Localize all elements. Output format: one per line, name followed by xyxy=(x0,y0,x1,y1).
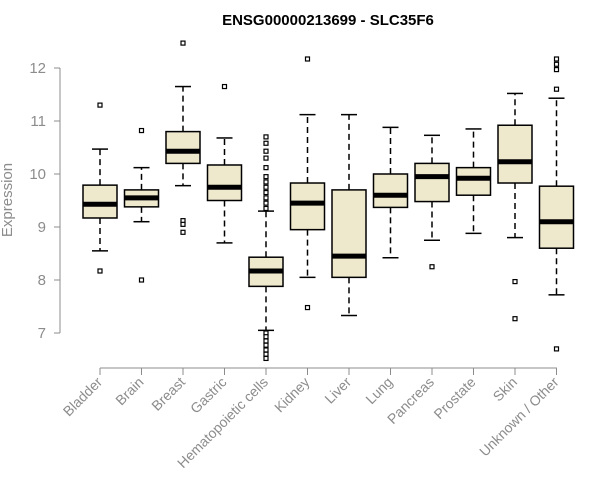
box-group xyxy=(538,56,575,352)
outlier-point xyxy=(138,277,145,283)
chart-title: ENSG00000213699 - SLC35F6 xyxy=(222,12,434,29)
x-tick-label: Unknown / Other xyxy=(476,374,562,460)
outlier-point xyxy=(429,264,435,270)
box-iqr xyxy=(206,164,243,202)
x-tick-label: Brain xyxy=(112,374,146,408)
x-tick-label: Skin xyxy=(490,374,521,405)
box-group xyxy=(165,40,201,235)
outlier-point xyxy=(263,205,269,212)
x-tick-label: Bladder xyxy=(60,374,106,420)
outlier-point xyxy=(221,83,228,90)
box-iqr xyxy=(372,173,409,209)
box-iqr xyxy=(331,189,367,279)
outlier-point xyxy=(263,342,269,348)
box-group xyxy=(123,127,160,283)
outlier-point xyxy=(263,351,269,357)
x-tick-label: Kidney xyxy=(271,374,313,416)
outlier-point xyxy=(263,200,269,206)
outlier-point xyxy=(263,189,269,196)
outlier-point xyxy=(263,347,269,353)
box-group xyxy=(497,92,533,322)
box-iqr xyxy=(82,184,118,219)
box-iqr xyxy=(289,182,326,231)
outlier-point xyxy=(263,155,269,161)
outlier-point xyxy=(180,40,186,46)
x-tick-label: Lung xyxy=(362,374,395,407)
outlier-point xyxy=(97,102,103,108)
box-group xyxy=(206,83,243,244)
outlier-point xyxy=(304,56,311,62)
outlier-point xyxy=(553,66,560,73)
outlier-point xyxy=(512,278,518,285)
outlier-point xyxy=(97,268,103,274)
outlier-point xyxy=(263,140,269,146)
outlier-point xyxy=(263,179,269,185)
box-group xyxy=(414,134,450,270)
outlier-point xyxy=(180,221,186,227)
box-group xyxy=(372,126,409,259)
y-tick-label: 11 xyxy=(30,113,46,130)
outlier-point xyxy=(263,334,269,340)
box-series xyxy=(82,40,575,362)
y-axis-label: Expression xyxy=(0,163,16,237)
box-iqr xyxy=(538,185,575,249)
y-tick-label: 10 xyxy=(29,166,46,183)
box-group xyxy=(455,128,492,235)
outlier-point xyxy=(263,184,269,190)
outlier-point xyxy=(553,86,560,92)
box-iqr xyxy=(497,124,533,184)
box-group xyxy=(289,56,326,311)
y-tick-label: 9 xyxy=(38,219,46,236)
outlier-point xyxy=(263,338,269,344)
outlier-point xyxy=(263,134,269,140)
x-tick-label: Prostate xyxy=(430,374,478,422)
box-group xyxy=(82,102,118,274)
y-axis-ticks: 7 8 9 10 11 12 xyxy=(29,60,60,342)
outlier-point xyxy=(138,127,145,134)
x-tick-label: Liver xyxy=(321,374,354,407)
outlier-point xyxy=(180,229,186,235)
box-iqr xyxy=(414,162,450,203)
y-tick-label: 12 xyxy=(29,60,46,77)
outlier-point xyxy=(263,165,269,171)
outlier-point xyxy=(553,56,560,62)
box-iqr xyxy=(455,166,492,196)
outlier-point xyxy=(553,61,560,67)
box-group xyxy=(248,134,284,362)
outlier-point xyxy=(553,346,560,352)
outlier-point xyxy=(263,195,269,201)
outlier-point xyxy=(263,174,269,180)
outlier-point xyxy=(304,304,311,311)
outlier-point xyxy=(263,148,269,154)
box-iqr xyxy=(165,130,201,165)
y-tick-label: 7 xyxy=(38,325,46,342)
outlier-point xyxy=(512,316,518,322)
x-tick-label: Breast xyxy=(148,374,188,414)
outlier-point xyxy=(263,355,269,362)
box-group xyxy=(331,113,367,317)
y-tick-label: 8 xyxy=(38,272,46,289)
